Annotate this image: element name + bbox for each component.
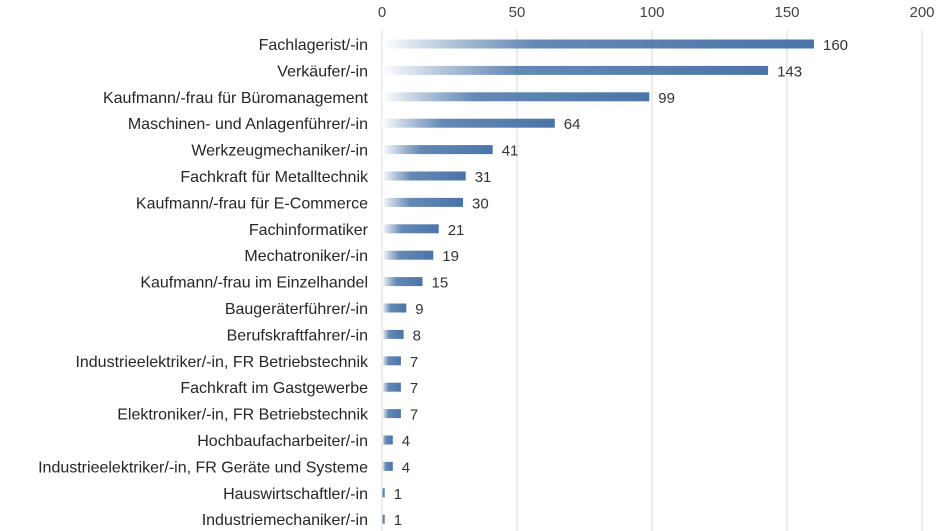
- bar: [382, 303, 407, 313]
- category-label: Hauswirtschaftler/-in: [223, 486, 368, 503]
- value-label: 19: [442, 248, 459, 265]
- category-label: Industrieelektriker/-in, FR Betriebstech…: [75, 354, 369, 371]
- bar: [382, 409, 401, 419]
- value-label: 160: [823, 37, 848, 54]
- bar: [382, 277, 423, 287]
- value-label: 30: [472, 195, 489, 212]
- category-labels: Fachlagerist/-in Verkäufer/-in Kaufmann/-f…: [38, 37, 369, 529]
- category-label: Werkzeugmechaniker/-in: [191, 143, 368, 160]
- bar: [382, 329, 404, 339]
- bars: [382, 39, 814, 524]
- value-label: 1: [394, 512, 402, 529]
- category-label: Berufskraftfahrer/-in: [227, 327, 368, 344]
- x-tick-label: 50: [509, 4, 526, 21]
- bar: [382, 488, 385, 498]
- bar: [382, 39, 814, 49]
- bar: [382, 171, 466, 181]
- bar: [382, 514, 385, 524]
- category-label: Mechatroniker/-in: [244, 248, 368, 265]
- value-label: 15: [432, 275, 449, 292]
- category-label: Industriemechaniker/-in: [202, 512, 368, 529]
- category-label: Maschinen- und Anlagenführer/-in: [128, 116, 368, 133]
- bar: [382, 356, 401, 366]
- bar: [382, 145, 493, 155]
- value-label: 31: [475, 169, 492, 186]
- value-label: 64: [564, 116, 581, 133]
- bar: [382, 224, 439, 234]
- category-label: Fachkraft im Gastgewerbe: [180, 380, 368, 397]
- category-label: Elektroniker/-in, FR Betriebstechnik: [117, 407, 369, 424]
- bar: [382, 461, 393, 471]
- bar: [382, 92, 650, 102]
- x-axis-ticks: 0 50 100 150 200: [378, 4, 935, 21]
- x-tick-label: 150: [774, 4, 799, 21]
- value-label: 8: [413, 327, 421, 344]
- x-tick-label: 200: [909, 4, 934, 21]
- category-label: Industrieelektriker/-in, FR Geräte und S…: [38, 459, 368, 476]
- value-label: 21: [448, 222, 465, 239]
- gridlines: [381, 30, 923, 531]
- x-tick-label: 0: [378, 4, 386, 21]
- x-tick-label: 100: [639, 4, 664, 21]
- value-label: 7: [410, 407, 418, 424]
- value-label: 41: [502, 143, 519, 160]
- value-label: 4: [402, 433, 410, 450]
- category-label: Verkäufer/-in: [277, 63, 368, 80]
- category-label: Hochbaufacharbeiter/-in: [197, 433, 368, 450]
- category-label: Kaufmann/-frau für Büromanagement: [103, 90, 369, 107]
- bar: [382, 118, 555, 128]
- bar: [382, 382, 401, 392]
- value-label: 99: [658, 90, 675, 107]
- bar: [382, 65, 769, 75]
- bar: [382, 197, 463, 207]
- bar: [382, 435, 393, 445]
- value-label: 9: [415, 301, 423, 318]
- category-label: Baugeräterführer/-in: [225, 301, 368, 318]
- value-label: 1: [394, 486, 402, 503]
- category-label: Kaufmann/-frau für E-Commerce: [136, 195, 368, 212]
- bar: [382, 250, 434, 260]
- category-label: Fachlagerist/-in: [259, 37, 368, 54]
- value-label: 4: [402, 459, 410, 476]
- value-label: 143: [777, 63, 802, 80]
- category-label: Kaufmann/-frau im Einzelhandel: [140, 275, 368, 292]
- value-label: 7: [410, 354, 418, 371]
- category-label: Fachinformatiker: [249, 222, 369, 239]
- value-label: 7: [410, 380, 418, 397]
- category-label: Fachkraft für Metalltechnik: [180, 169, 369, 186]
